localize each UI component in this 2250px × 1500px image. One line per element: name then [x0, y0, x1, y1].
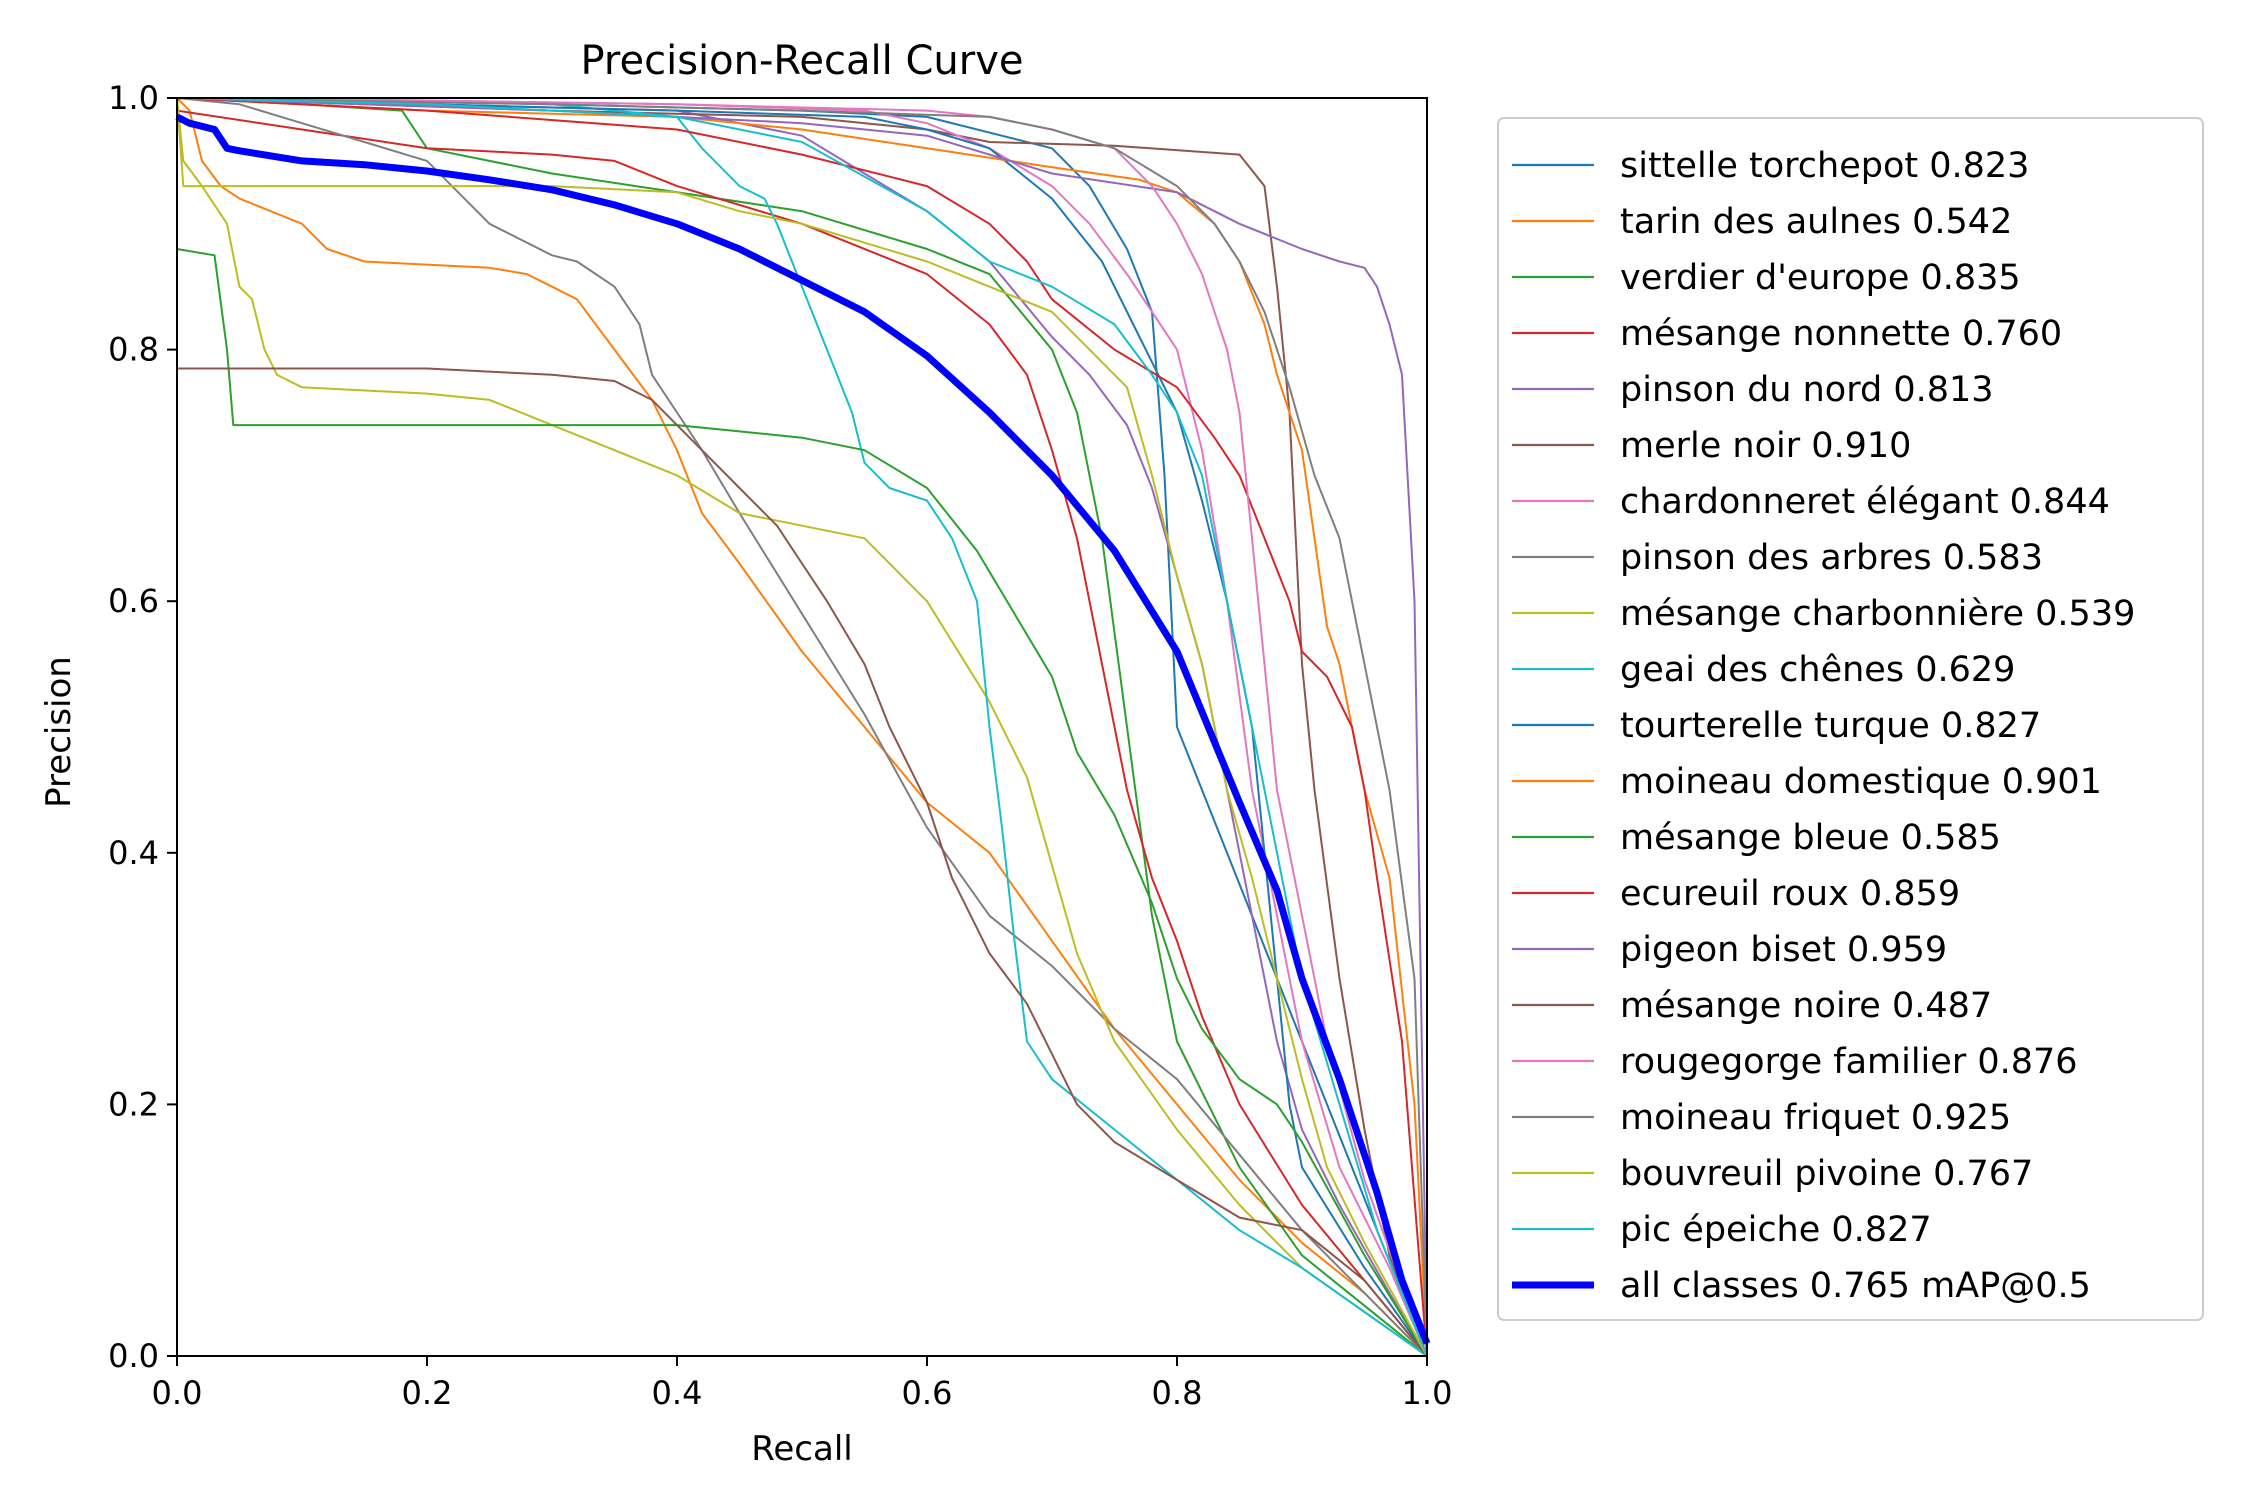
x-tick-label: 0.8 — [1152, 1374, 1203, 1412]
chart-title: Precision-Recall Curve — [581, 38, 1024, 84]
y-tick-label: 0.4 — [108, 834, 159, 872]
series-line-6 — [176, 97, 1428, 1357]
legend-entry: geai des chênes 0.629 — [1620, 650, 2015, 690]
series-line-4 — [176, 97, 1428, 1357]
legend-entry: pigeon biset 0.959 — [1620, 930, 1947, 970]
legend-entry: mésange bleue 0.585 — [1620, 818, 2001, 858]
legend-entry: verdier d'europe 0.835 — [1620, 258, 2021, 298]
y-tick-label: 0.2 — [108, 1085, 159, 1123]
y-axis-label: Precision — [39, 656, 79, 808]
plot-frame — [176, 97, 1428, 1357]
series-line-9 — [176, 97, 1428, 1357]
series-line-17 — [176, 97, 1428, 1357]
y-tick-label: 0.6 — [108, 582, 159, 620]
legend-entry: sittelle torchepot 0.823 — [1620, 146, 2029, 186]
series-line-12 — [176, 248, 1428, 1357]
legend-entry: pinson des arbres 0.583 — [1620, 538, 2043, 578]
legend-entry: tarin des aulnes 0.542 — [1620, 202, 2012, 242]
series-line-18 — [176, 97, 1428, 1357]
series-line-20 — [175, 113, 1431, 1345]
legend-entry: pinson du nord 0.813 — [1620, 370, 1994, 410]
legend-entry: ecureuil roux 0.859 — [1620, 874, 1960, 914]
series-line-14 — [176, 97, 1428, 1357]
series-line-3 — [176, 109, 1428, 1357]
y-tick-label: 0.8 — [108, 331, 159, 369]
legend-box — [1497, 117, 2204, 1321]
x-tick-label: 0.0 — [152, 1374, 203, 1412]
series-line-16 — [176, 97, 1428, 1357]
legend-entry: mésange noire 0.487 — [1620, 986, 1992, 1026]
legend-entry: pic épeiche 0.827 — [1620, 1210, 1932, 1250]
x-tick-label: 0.2 — [402, 1374, 453, 1412]
legend-entry: moineau friquet 0.925 — [1620, 1098, 2011, 1138]
legend-entry: moineau domestique 0.901 — [1620, 762, 2102, 802]
series-line-7 — [176, 97, 1428, 1357]
legend-entry: bouvreuil pivoine 0.767 — [1620, 1154, 2033, 1194]
axis-ticks: 0.0 0.2 0.4 0.6 0.8 1.0 0.0 0.2 0.4 0.6 0.8 1.0 — [108, 79, 1452, 1412]
series-line-15 — [177, 367, 1428, 1357]
legend-entry: all classes 0.765 mAP@0.5 — [1620, 1266, 2091, 1306]
legend-entry: mésange charbonnière 0.539 — [1620, 594, 2135, 634]
legend-entry: rougegorge familier 0.876 — [1620, 1042, 2078, 1082]
legend: sittelle torchepot 0.823 tarin des aulnes… — [1497, 117, 2204, 1321]
y-tick-label: 0.0 — [108, 1337, 159, 1375]
x-axis-label: Recall — [751, 1429, 852, 1469]
series-line-8 — [176, 97, 1428, 1357]
x-tick-label: 1.0 — [1402, 1374, 1453, 1412]
y-tick-label: 1.0 — [108, 79, 159, 117]
curves-group — [175, 97, 1431, 1357]
legend-entry: tourterelle turque 0.827 — [1620, 706, 2041, 746]
legend-entry: chardonneret élégant 0.844 — [1620, 482, 2110, 522]
x-tick-label: 0.6 — [902, 1374, 953, 1412]
legend-entry: merle noir 0.910 — [1620, 426, 1911, 466]
legend-entry: mésange nonnette 0.760 — [1620, 314, 2062, 354]
x-tick-label: 0.4 — [652, 1374, 703, 1412]
